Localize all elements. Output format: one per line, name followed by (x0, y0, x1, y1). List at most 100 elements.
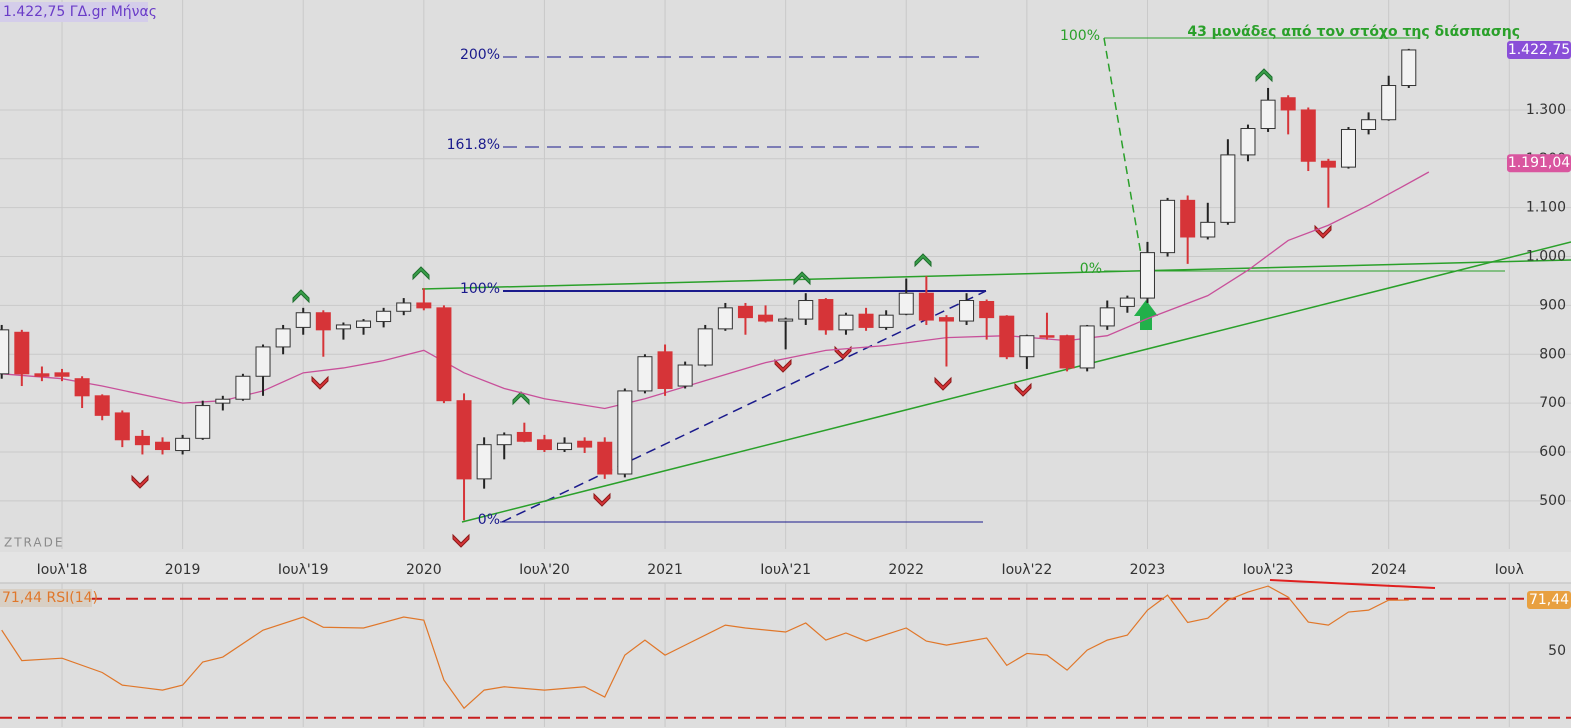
projection-label: 0% (1080, 261, 1102, 277)
header: 1.422,75 ΓΔ.gr Μήνας (3, 4, 157, 20)
candle-body (798, 300, 814, 320)
fib-base-line (501, 290, 987, 523)
candle-body (74, 378, 90, 397)
candle-body (959, 300, 975, 322)
x-tick-label: Ιουλ'22 (1001, 562, 1052, 578)
x-axis-strip (0, 552, 1571, 583)
candle-body (155, 441, 171, 451)
down-signal (452, 533, 470, 548)
note: 43 μονάδες από τον στόχο της διάσπασης (1187, 24, 1520, 40)
rsi-tick-label: 50 (1548, 643, 1566, 659)
rsi-label: 71,44 RSI(14) (2, 590, 98, 606)
candle-body (215, 398, 231, 404)
rsi-line (1, 585, 1409, 710)
x-tick-label: 2020 (406, 562, 442, 578)
candle-body (536, 439, 552, 451)
x-tick-label: Ιουλ'20 (519, 562, 570, 578)
y-tick-label: 900 (1539, 297, 1566, 313)
candle-body (999, 315, 1015, 358)
y-tick-label: 1.100 (1526, 200, 1566, 216)
candle-body (1119, 297, 1135, 307)
candle-body (376, 310, 392, 323)
x-tick-label: 2021 (647, 562, 683, 578)
up-signal (793, 271, 811, 286)
candle-body (416, 302, 432, 309)
candle-body (295, 312, 311, 328)
price-tag-box (1507, 40, 1571, 59)
candle-body (979, 300, 995, 319)
candle-body (255, 346, 271, 377)
candle-body (1019, 335, 1035, 358)
rsi-tag: 71,44 (1529, 592, 1569, 608)
watermark: ZTRADE (4, 536, 64, 550)
up-signal (412, 266, 430, 281)
candle-body (1180, 199, 1196, 238)
candle-body (778, 318, 794, 322)
x-tick-label: 2022 (888, 562, 924, 578)
candle-body (1401, 49, 1417, 87)
down-signal (834, 345, 852, 360)
fib-label: 161.8% (447, 137, 500, 153)
candle-body (1260, 99, 1276, 130)
candle-body (597, 441, 613, 475)
candle-body (275, 328, 291, 348)
divergence-line (1269, 579, 1436, 589)
price-tag-box (1507, 154, 1571, 173)
candle-body (54, 372, 70, 377)
up-signal (512, 391, 530, 406)
trend-line (421, 259, 1571, 290)
candle-body (235, 375, 251, 400)
candle-body (818, 299, 834, 331)
candle-body (496, 434, 512, 446)
candle-body (516, 431, 532, 442)
y-tick-label: 1.300 (1526, 102, 1566, 118)
up-signal (292, 289, 310, 304)
fib-label: 200% (460, 47, 500, 63)
x-tick-label: 2024 (1371, 562, 1407, 578)
candle-body (637, 356, 653, 392)
candle-body (315, 312, 331, 331)
rsi-tag-box (1527, 591, 1571, 610)
fib-label: 100% (460, 281, 500, 297)
y-tick-label: 800 (1539, 346, 1566, 362)
x-tick-label: 2019 (165, 562, 201, 578)
candle-body (577, 440, 593, 448)
up-signals (292, 68, 1273, 406)
breakout-arrow (1134, 300, 1158, 330)
candle-body (114, 412, 130, 441)
candle-body (1200, 221, 1216, 238)
candle-body (758, 314, 774, 322)
candle-body (918, 292, 934, 321)
candle-body (938, 317, 954, 322)
candle-body (1300, 109, 1316, 162)
candle-body (838, 314, 854, 331)
candle-body (1381, 85, 1397, 121)
fib-label: 0% (478, 512, 500, 528)
candle-body (1079, 325, 1095, 369)
down-signal (311, 375, 329, 390)
up-signal (1255, 68, 1273, 83)
down-signal (1014, 382, 1032, 397)
candle-body (1220, 154, 1236, 223)
down-signal (774, 358, 792, 373)
candle-body (1280, 97, 1296, 111)
candle-body (657, 351, 673, 389)
candle-body (1160, 199, 1176, 254)
candle-body (456, 400, 472, 480)
header-box (0, 2, 148, 22)
candle-body (557, 442, 573, 451)
price-tag: 1.191,04 (1508, 155, 1570, 171)
candle-body (898, 292, 914, 315)
candle-body (1340, 128, 1356, 168)
candle-body (396, 302, 412, 312)
x-tick-label: Ιουλ'18 (37, 562, 88, 578)
y-tick-label: 1.000 (1526, 249, 1566, 265)
candle-body (697, 328, 713, 366)
candle-body (617, 390, 633, 475)
drawings (421, 37, 1571, 589)
candle-body (436, 307, 452, 402)
candle-body (0, 329, 10, 375)
candle-body (1320, 160, 1336, 168)
